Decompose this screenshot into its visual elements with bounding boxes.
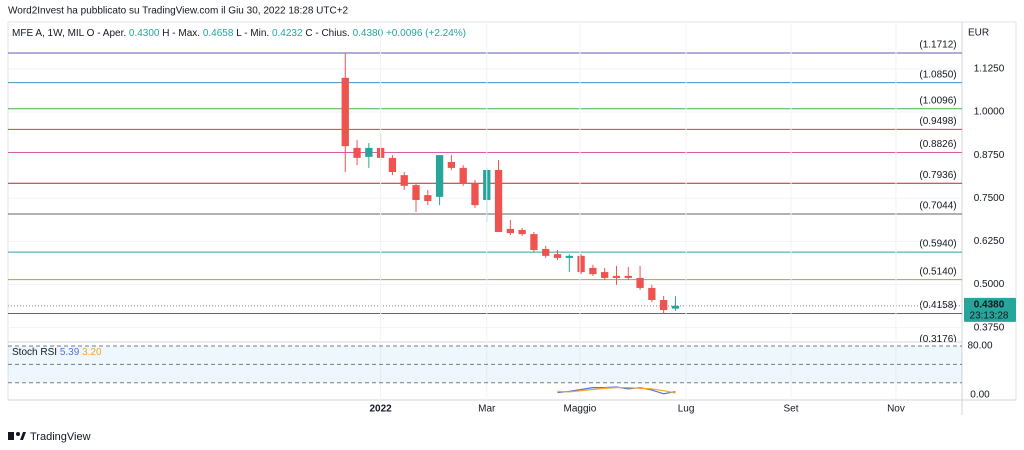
candle-body: [577, 255, 585, 273]
ohlc-label: O - Aper.: [87, 28, 126, 39]
ohlc-value: 0.4232: [272, 28, 303, 39]
ohlc-value: 0.4380: [353, 28, 384, 39]
y-tick-label: 1.1250: [974, 64, 1005, 75]
candle-body: [565, 255, 573, 258]
x-tick-label: Set: [784, 404, 799, 415]
candle-body: [636, 277, 644, 288]
y-tick-label: 0.7500: [974, 193, 1005, 204]
candle-body: [459, 167, 467, 184]
candle-body: [612, 275, 621, 278]
level-label: (0.3176): [919, 334, 956, 345]
level-label: (1.0850): [919, 69, 956, 80]
ohlc-value: 0.4300: [129, 28, 160, 39]
candle-body: [506, 228, 515, 234]
candle-body: [353, 147, 361, 158]
candle-body: [648, 287, 656, 301]
level-label: (1.1712): [919, 40, 956, 51]
logo: [20, 432, 26, 440]
indicator-name: Stoch RSI: [12, 347, 57, 358]
indicator-value: 5.39: [60, 347, 80, 358]
candle-body: [589, 267, 597, 275]
candle-body: [624, 275, 632, 278]
candle-body: [601, 272, 609, 278]
main-pane: (1.1712) (1.0850) (1.0096) (0.9498) (0.8826)…: [8, 40, 962, 345]
candle-body: [659, 300, 668, 311]
y2-tick-label: 80.00: [967, 341, 992, 352]
level-label: (0.8826): [919, 139, 956, 150]
candle-body: [424, 195, 432, 202]
currency: EUR: [968, 28, 989, 39]
logo: [16, 432, 20, 436]
footer: TradingView: [8, 431, 91, 443]
x-tick-label: 2022: [370, 404, 393, 415]
level-label: (0.9498): [919, 116, 956, 127]
level-label: (0.5140): [919, 266, 956, 277]
candle-body: [518, 229, 526, 235]
y-tick-label: 0.6250: [974, 236, 1005, 247]
candle-body: [435, 155, 444, 197]
x-tick-label: Mar: [478, 404, 496, 415]
x-tick-label: Maggio: [564, 404, 597, 415]
price-badge-countdown: 23:13:28: [970, 311, 1009, 322]
y2-tick-label: 0.00: [970, 390, 990, 401]
level-label: (0.7044): [919, 201, 956, 212]
publish-line: Word2Invest ha pubblicato su TradingView…: [8, 6, 349, 17]
candle-body: [400, 175, 408, 186]
y-tick-label: 0.3750: [974, 322, 1005, 333]
candle-body: [542, 248, 550, 256]
level-label: (0.7936): [919, 170, 956, 181]
candle-body: [388, 157, 397, 173]
level-label: (0.5940): [919, 239, 956, 250]
x-tick-label: Lug: [678, 404, 695, 415]
symbol: MFE A, 1W, MIL: [12, 28, 85, 39]
x-tick-label: Nov: [887, 404, 905, 415]
candle-body: [671, 305, 680, 309]
price-badge-value: 0.4380: [974, 300, 1005, 311]
candle-body: [494, 169, 503, 233]
ohlc-label: C - Chius.: [305, 28, 349, 39]
legend-header: MFE A, 1W, MIL O - Aper. 0.4300 H - Max.…: [12, 28, 466, 39]
y-tick-label: 0.5000: [974, 279, 1005, 290]
indicator-line: [557, 387, 676, 394]
brand: TradingView: [30, 431, 91, 443]
level-label: (1.0096): [919, 95, 956, 106]
indicator-value: 3.20: [82, 347, 102, 358]
ohlc-value: 0.4658: [203, 28, 234, 39]
logo: [8, 432, 14, 440]
candle-body: [530, 234, 538, 250]
ohlc-label: H - Max.: [162, 28, 200, 39]
frame: [7, 21, 1017, 401]
candle-body: [471, 183, 479, 206]
ohlc-label: L - Min.: [236, 28, 269, 39]
candle-body: [341, 77, 349, 147]
y-tick-label: 0.8750: [974, 150, 1005, 161]
indicator-legend: Stoch RSI 5.39 3.20: [12, 347, 102, 358]
candle-body: [447, 162, 456, 168]
change: +0.0096 (+2.24%): [386, 28, 466, 39]
price-badge: [964, 297, 1016, 322]
candle-body: [553, 254, 562, 258]
indicator-line: [557, 386, 676, 395]
candle-body: [412, 185, 420, 200]
y-tick-label: 1.0000: [974, 107, 1005, 118]
candle-body: [365, 147, 373, 157]
